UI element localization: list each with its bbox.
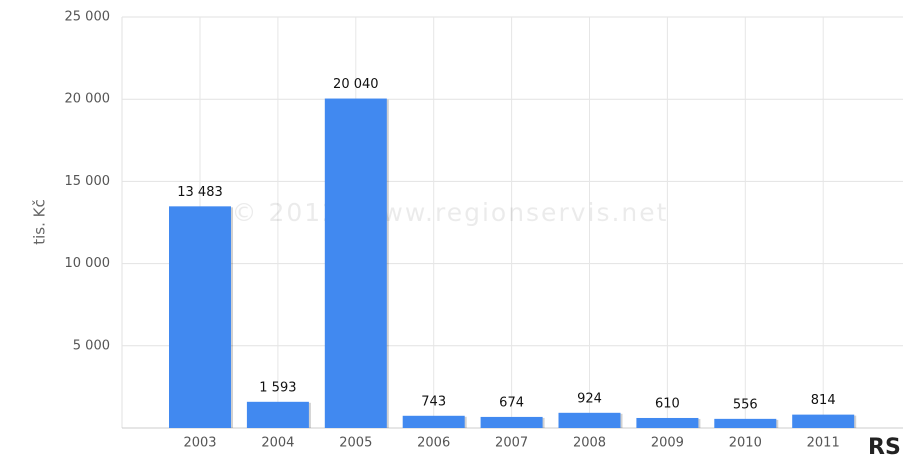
x-tick-label: 2008 <box>573 436 606 451</box>
bar <box>792 414 855 428</box>
x-tick-label: 2004 <box>261 436 294 451</box>
x-tick-label: 2010 <box>729 436 762 451</box>
bar <box>714 418 777 428</box>
y-axis-label: tis. Kč <box>31 199 49 244</box>
y-tick-label: 25 000 <box>65 10 111 25</box>
value-label: 674 <box>499 395 524 410</box>
y-tick-label: 10 000 <box>65 256 111 271</box>
x-tick-label: 2007 <box>495 436 528 451</box>
value-label: 743 <box>421 394 446 409</box>
logo: RS <box>868 435 901 460</box>
bar <box>324 98 387 429</box>
value-label: 610 <box>655 396 680 411</box>
value-label: 556 <box>733 397 758 412</box>
y-tick-label: 5 000 <box>73 338 110 353</box>
bar <box>558 412 621 428</box>
value-label: 20 040 <box>333 77 379 92</box>
x-tick-label: 2011 <box>807 436 840 451</box>
value-label: 13 483 <box>177 185 223 200</box>
x-tick-label: 2003 <box>183 436 216 451</box>
y-tick-label: 20 000 <box>65 92 111 107</box>
x-tick-label: 2006 <box>417 436 450 451</box>
bar <box>480 416 543 428</box>
x-tick-label: 2009 <box>651 436 684 451</box>
value-label: 814 <box>811 393 836 408</box>
bar <box>402 415 465 428</box>
value-label: 924 <box>577 391 602 406</box>
x-tick-label: 2005 <box>339 436 372 451</box>
bar <box>636 417 699 428</box>
bar <box>169 206 231 428</box>
bar <box>246 401 309 428</box>
value-label: 1 593 <box>259 380 296 395</box>
y-tick-label: 15 000 <box>65 174 111 189</box>
logo-bg <box>866 432 903 462</box>
watermark: © 2012, www.regionservis.net <box>232 198 669 227</box>
